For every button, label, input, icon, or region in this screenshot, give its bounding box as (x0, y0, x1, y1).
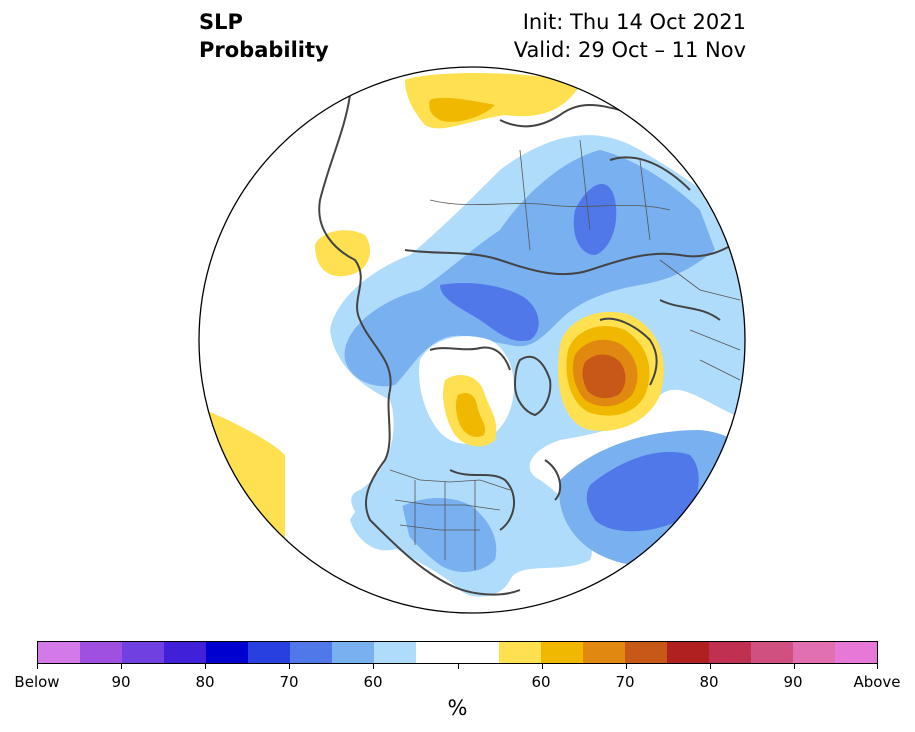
chart-title: SLP Probability (199, 8, 329, 64)
below-region-north-america-2 (350, 493, 410, 551)
colorbar-segment (457, 642, 500, 663)
colorbar-segment (121, 642, 164, 663)
colorbar-segment (793, 642, 836, 663)
colorbar (37, 641, 878, 664)
colorbar-tick (205, 664, 206, 669)
colorbar-segment (38, 642, 80, 663)
below-region-core-arctic (440, 283, 539, 341)
colorbar-tick (710, 664, 711, 669)
colorbar-unit: % (447, 696, 468, 720)
colorbar-label-above: Above (853, 673, 901, 691)
colorbar-label-below-80: 80 (195, 673, 215, 691)
map-boundary (198, 66, 746, 614)
title-variable: SLP (199, 10, 243, 34)
colorbar-segment (247, 642, 290, 663)
polar-map (198, 66, 746, 614)
colorbar-segment (79, 642, 122, 663)
colorbar-segment (499, 642, 542, 663)
colorbar-tick (289, 664, 290, 669)
colorbar-segment (751, 642, 794, 663)
colorbar-label-below: Below (14, 673, 60, 691)
above-region-scandinavia-core (582, 354, 626, 399)
colorbar-segment (541, 642, 584, 663)
colorbar-label-above-90: 90 (783, 673, 803, 691)
colorbar-label-above-60: 60 (531, 673, 551, 691)
above-region-arctic-ocean-core (429, 97, 495, 122)
valid-period: Valid: 29 Oct – 11 Nov (513, 38, 746, 62)
colorbar-tick (542, 664, 543, 669)
colorbar-segment (205, 642, 248, 663)
colorbar-tick (877, 664, 878, 669)
colorbar-segment (583, 642, 626, 663)
colorbar-tick (626, 664, 627, 669)
colorbar-tick (794, 664, 795, 669)
colorbar-segment (289, 642, 332, 663)
colorbar-tick (121, 664, 122, 669)
political-borders (389, 139, 741, 570)
colorbar-segment (709, 642, 752, 663)
colorbar-tick (373, 664, 374, 669)
coastlines (318, 94, 741, 596)
colorbar-segment (835, 642, 878, 663)
init-date: Init: Thu 14 Oct 2021 (522, 10, 746, 34)
chart-dates: Init: Thu 14 Oct 2021 Valid: 29 Oct – 11… (514, 8, 746, 64)
colorbar-label-above-70: 70 (615, 673, 635, 691)
colorbar-label-below-60: 60 (363, 673, 383, 691)
title-type: Probability (199, 38, 329, 62)
colorbar-segment (163, 642, 206, 663)
colorbar-segment (667, 642, 710, 663)
below-region-core-siberia (573, 183, 617, 255)
colorbar-tick (37, 664, 38, 669)
colorbar-segment (331, 642, 374, 663)
colorbar-segment (373, 642, 416, 663)
below-region-atlantic-core (586, 451, 699, 532)
colorbar-tick (458, 664, 459, 669)
colorbar-segment (415, 642, 458, 663)
colorbar-label-below-70: 70 (279, 673, 299, 691)
colorbar-segment (625, 642, 668, 663)
above-region-pacific (205, 410, 285, 540)
colorbar-label-above-80: 80 (699, 673, 719, 691)
below-region-north-america (395, 498, 497, 572)
above-region-hudson-core (455, 393, 486, 437)
colorbar-label-below-90: 90 (111, 673, 131, 691)
colorbar-ticks (37, 664, 878, 670)
